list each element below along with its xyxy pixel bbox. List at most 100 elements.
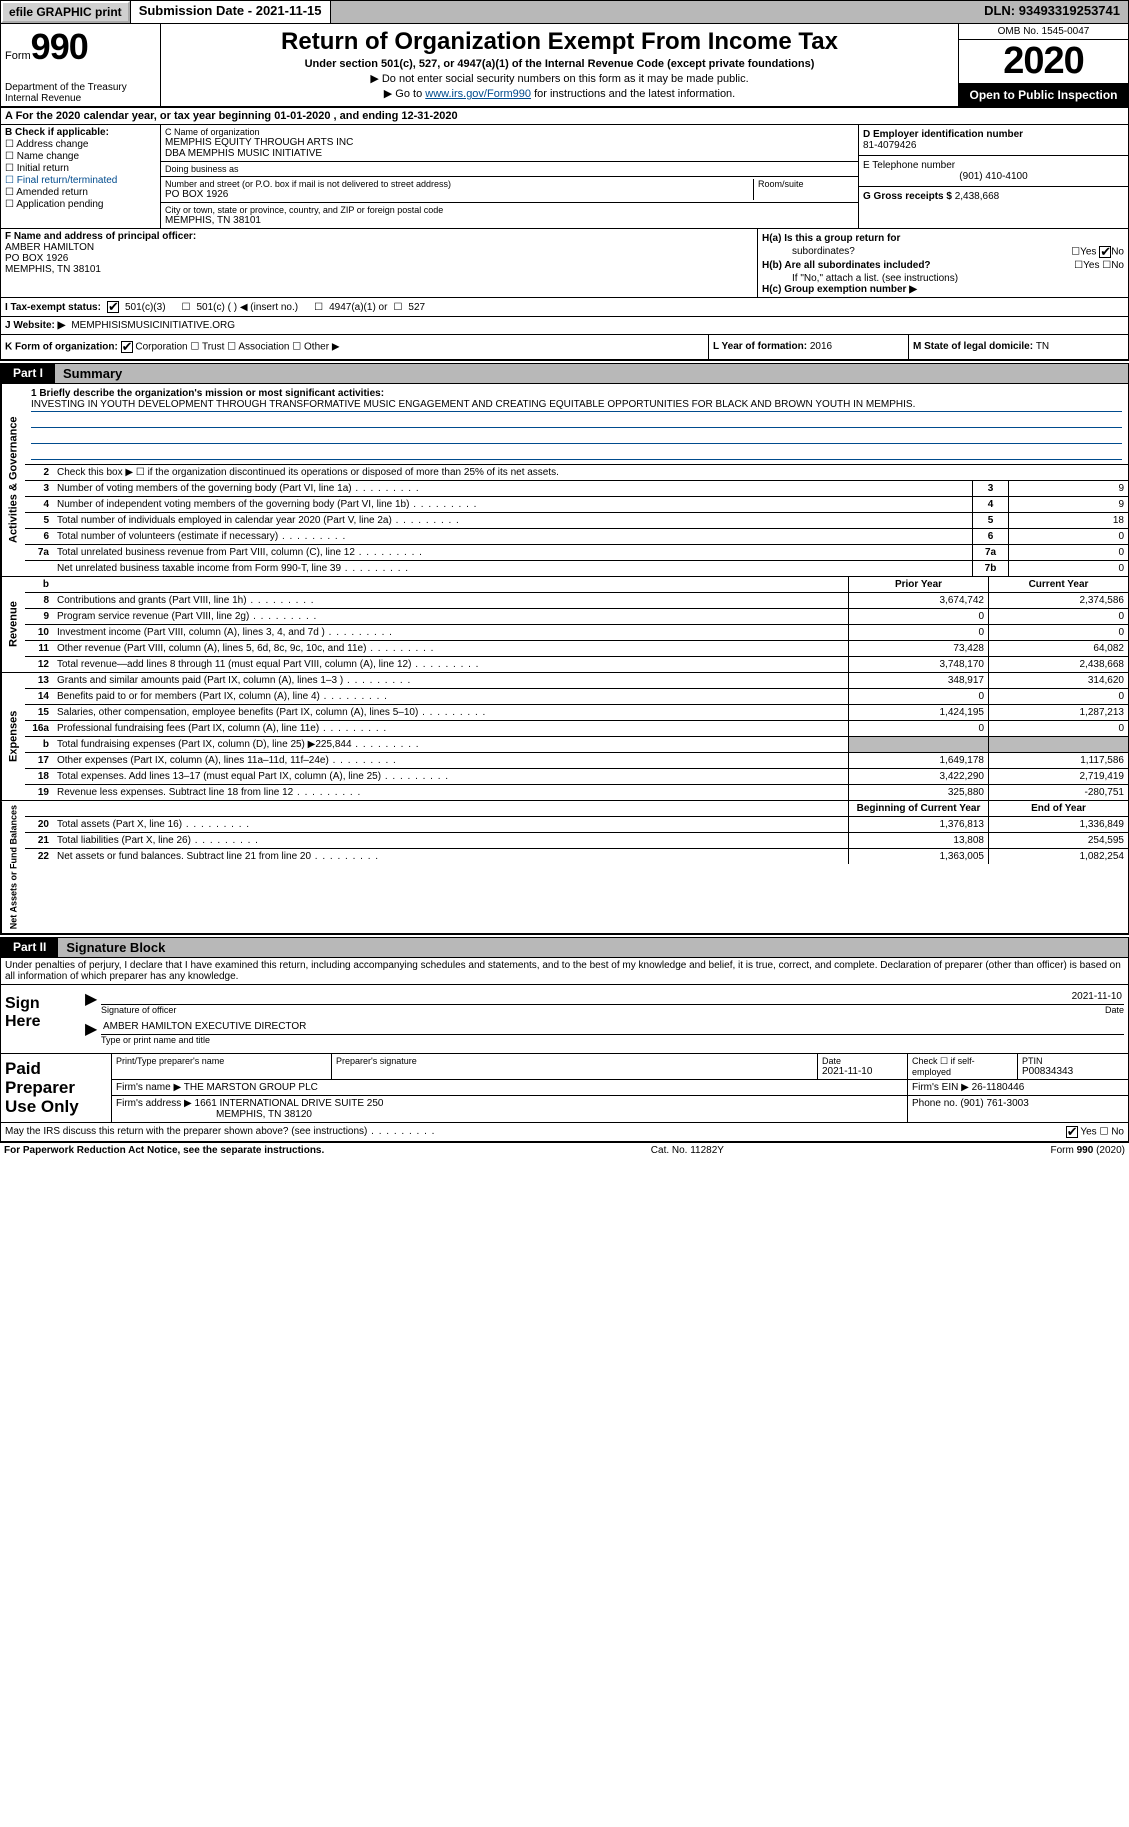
sign-here-block: Sign Here ▶ 2021-11-10 Signature of offi… [0, 985, 1129, 1054]
net-header: Beginning of Current Year End of Year [25, 801, 1128, 817]
part2-tab: Part II [1, 938, 58, 957]
state-domicile: TN [1036, 341, 1049, 352]
gross-receipts-cell: G Gross receipts $ 2,438,668 [859, 187, 1128, 206]
section-f-h: F Name and address of principal officer:… [0, 229, 1129, 298]
ein-cell: D Employer identification number 81-4079… [859, 125, 1128, 156]
footer-mid: Cat. No. 11282Y [651, 1145, 724, 1156]
top-bar: efile GRAPHIC print Submission Date - 20… [0, 0, 1129, 24]
revenue-header: b Prior Year Current Year [25, 577, 1128, 593]
spacer [331, 1, 977, 23]
city-state-zip: MEMPHIS, TN 38101 [165, 215, 854, 226]
declaration-text: Under penalties of perjury, I declare th… [0, 958, 1129, 985]
section-d-e-g: D Employer identification number 81-4079… [858, 125, 1128, 228]
dba-cell: Doing business as [161, 162, 858, 177]
firm-ein: 26-1180446 [972, 1082, 1025, 1093]
tax-year: 2020 [959, 40, 1128, 84]
officer-addr1: PO BOX 1926 [5, 253, 753, 264]
part1-title: Summary [55, 364, 1128, 383]
header-left: Form990 Department of the Treasury Inter… [1, 24, 161, 106]
footer-right: Form 990 (2020) [1051, 1145, 1125, 1156]
year-formation: 2016 [810, 341, 832, 352]
irs-link[interactable]: www.irs.gov/Form990 [425, 88, 531, 100]
gross-receipts-value: 2,438,668 [955, 191, 1000, 202]
check-501c3[interactable] [107, 301, 119, 313]
side-label-governance: Activities & Governance [1, 384, 25, 576]
instruction-line-1: ▶ Do not enter social security numbers o… [165, 72, 954, 85]
section-f: F Name and address of principal officer:… [1, 229, 758, 297]
efile-print-button[interactable]: efile GRAPHIC print [1, 1, 130, 23]
side-label-net: Net Assets or Fund Balances [1, 801, 25, 933]
firm-phone: (901) 761-3003 [960, 1098, 1028, 1109]
ptin-value: P00834343 [1022, 1066, 1124, 1077]
officer-name-title: AMBER HAMILTON EXECUTIVE DIRECTOR [103, 1021, 306, 1032]
website-value: MEMPHISISMUSICINITIATIVE.ORG [71, 320, 235, 331]
omb-number: OMB No. 1545-0047 [959, 24, 1128, 40]
form-subtitle: Under section 501(c), 527, or 4947(a)(1)… [165, 58, 954, 70]
check-address-change[interactable]: ☐ Address change [5, 139, 156, 150]
check-application-pending[interactable]: ☐ Application pending [5, 199, 156, 210]
header-center: Return of Organization Exempt From Incom… [161, 24, 958, 106]
form-header: Form990 Department of the Treasury Inter… [0, 24, 1129, 108]
line-17: 17Other expenses (Part IX, column (A), l… [25, 753, 1128, 769]
form-number: Form990 [5, 26, 156, 68]
instruction-line-2: ▶ Go to www.irs.gov/Form990 for instruct… [165, 87, 954, 100]
check-amended-return[interactable]: ☐ Amended return [5, 187, 156, 198]
line-6: 6Total number of volunteers (estimate if… [25, 529, 1128, 545]
phone-cell: E Telephone number (901) 410-4100 [859, 156, 1128, 187]
row-a-tax-year: A For the 2020 calendar year, or tax yea… [0, 108, 1129, 125]
part1-net-assets: Net Assets or Fund Balances Beginning of… [0, 801, 1129, 935]
line-8: 8Contributions and grants (Part VIII, li… [25, 593, 1128, 609]
line-12: 12Total revenue—add lines 8 through 11 (… [25, 657, 1128, 672]
dln: DLN: 93493319253741 [976, 1, 1128, 23]
line-13: 13Grants and similar amounts paid (Part … [25, 673, 1128, 689]
sign-here-label: Sign Here [1, 985, 81, 1053]
org-name-cell: C Name of organization MEMPHIS EQUITY TH… [161, 125, 858, 162]
sig-date: 2021-11-10 [1072, 991, 1122, 1002]
side-label-expenses: Expenses [1, 673, 25, 800]
phone-value: (901) 410-4100 [863, 171, 1124, 182]
department-label: Department of the Treasury Internal Reve… [5, 82, 156, 104]
street-cell: Number and street (or P.O. box if mail i… [161, 177, 858, 203]
footer-left: For Paperwork Reduction Act Notice, see … [4, 1145, 324, 1156]
part1-governance: Activities & Governance 1 Briefly descri… [0, 384, 1129, 577]
arrow-icon: ▶ [85, 989, 101, 1015]
line-20: 20Total assets (Part X, line 16)1,376,81… [25, 817, 1128, 833]
line-7b: Net unrelated business taxable income fr… [25, 561, 1128, 576]
mission-text: INVESTING IN YOUTH DEVELOPMENT THROUGH T… [31, 399, 1122, 412]
ha-no-check[interactable] [1099, 246, 1111, 258]
line-b: bTotal fundraising expenses (Part IX, co… [25, 737, 1128, 753]
discuss-yes-check[interactable] [1066, 1126, 1078, 1138]
preparer-date: 2021-11-10 [822, 1066, 903, 1077]
part1-tab: Part I [1, 364, 55, 383]
line-4: 4Number of independent voting members of… [25, 497, 1128, 513]
check-name-change[interactable]: ☐ Name change [5, 151, 156, 162]
row-i-tax-exempt: I Tax-exempt status: 501(c)(3) ☐ 501(c) … [0, 298, 1129, 317]
part1-header: Part I Summary [0, 363, 1129, 384]
part2-header: Part II Signature Block [0, 937, 1129, 958]
check-initial-return[interactable]: ☐ Initial return [5, 163, 156, 174]
paid-preparer-block: Paid Preparer Use Only Print/Type prepar… [0, 1054, 1129, 1123]
line-7a: 7aTotal unrelated business revenue from … [25, 545, 1128, 561]
org-name: MEMPHIS EQUITY THROUGH ARTS INC DBA MEMP… [165, 137, 854, 159]
check-corporation[interactable] [121, 341, 133, 353]
firm-city: MEMPHIS, TN 38120 [116, 1109, 312, 1120]
line-5: 5Total number of individuals employed in… [25, 513, 1128, 529]
check-final-return[interactable]: ☐ Final return/terminated [5, 175, 156, 186]
line-11: 11Other revenue (Part VIII, column (A), … [25, 641, 1128, 657]
firm-address: 1661 INTERNATIONAL DRIVE SUITE 250 [195, 1098, 384, 1109]
check-if-applicable: B Check if applicable: ☐ Address change … [1, 125, 161, 228]
arrow-icon: ▶ [85, 1019, 101, 1045]
officer-addr2: MEMPHIS, TN 38101 [5, 264, 753, 275]
section-h: H(a) Is this a group return for subordin… [758, 229, 1128, 297]
line-10: 10Investment income (Part VIII, column (… [25, 625, 1128, 641]
line-3: 3Number of voting members of the governi… [25, 481, 1128, 497]
paid-preparer-label: Paid Preparer Use Only [1, 1054, 111, 1122]
line-22: 22Net assets or fund balances. Subtract … [25, 849, 1128, 864]
discuss-row: May the IRS discuss this return with the… [0, 1123, 1129, 1143]
form-footer: For Paperwork Reduction Act Notice, see … [0, 1143, 1129, 1158]
ein-value: 81-4079426 [863, 140, 1124, 151]
form-title: Return of Organization Exempt From Incom… [165, 28, 954, 56]
side-label-revenue: Revenue [1, 577, 25, 672]
line-16a: 16aProfessional fundraising fees (Part I… [25, 721, 1128, 737]
section-b: B Check if applicable: ☐ Address change … [0, 125, 1129, 229]
